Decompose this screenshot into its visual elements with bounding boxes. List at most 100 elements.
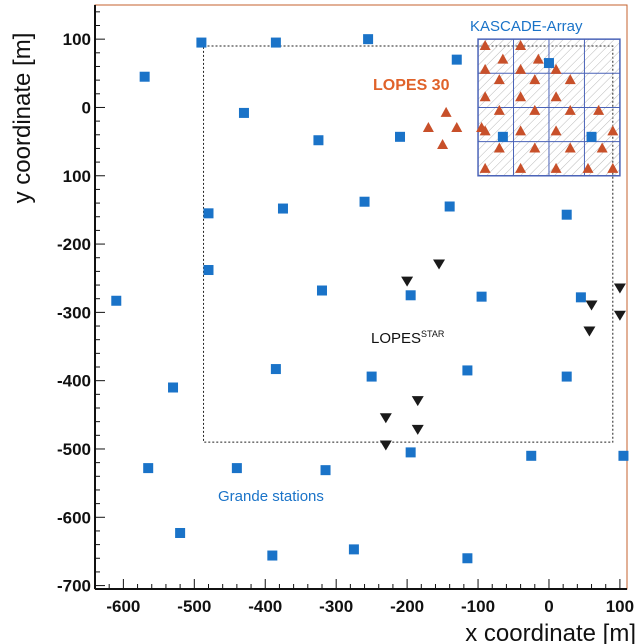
y-tick-label: -400 bbox=[57, 372, 91, 391]
x-tick-label: -600 bbox=[106, 597, 140, 616]
lopes-star-antenna-marker bbox=[379, 413, 392, 424]
lopes30-antenna-marker bbox=[515, 91, 527, 102]
lopes30-antenna-marker bbox=[451, 121, 463, 132]
grande-stations-label: Grande stations bbox=[218, 488, 324, 505]
grande-station-marker bbox=[270, 37, 281, 48]
x-tick-label: -500 bbox=[177, 597, 211, 616]
grande-station-marker bbox=[366, 371, 377, 382]
lopes30-antenna-marker bbox=[479, 125, 491, 136]
lopes-star-antenna-marker bbox=[379, 440, 392, 451]
grande-station-marker bbox=[561, 371, 572, 382]
lopes30-antenna-marker bbox=[479, 63, 491, 74]
lopes30-antenna-marker bbox=[550, 63, 562, 74]
y-tick-label: 100 bbox=[63, 30, 91, 49]
lopes30-antenna-marker bbox=[422, 121, 434, 132]
tick-labels: 100 0 100 -200 -300 -400 -500 -600 -700 -600 -500 -… bbox=[57, 30, 634, 616]
grande-station-marker bbox=[497, 131, 508, 142]
lopes30-antenna-marker bbox=[607, 162, 619, 173]
grande-station-marker bbox=[320, 465, 331, 476]
grande-station-marker bbox=[313, 135, 324, 146]
grande-station-marker bbox=[561, 209, 572, 220]
y-tick-label: 100 bbox=[63, 167, 91, 186]
grande-station-marker bbox=[168, 382, 179, 393]
grande-station-marker bbox=[348, 544, 359, 555]
y-tick-label: -600 bbox=[57, 508, 91, 527]
lopes-star-label-sup: STAR bbox=[421, 329, 445, 339]
grande-station-marker bbox=[444, 201, 455, 212]
lopes-star-antenna-marker bbox=[583, 326, 596, 337]
lopes30-antenna-marker bbox=[515, 39, 527, 50]
lopes30-antenna-marker bbox=[550, 162, 562, 173]
lopes-star-label: LOPESSTAR bbox=[371, 329, 445, 347]
lopes30-antenna-marker bbox=[593, 104, 605, 115]
x-tick-label: 0 bbox=[544, 597, 553, 616]
y-tick-label: -200 bbox=[57, 235, 91, 254]
lopes30-antenna-marker bbox=[550, 125, 562, 136]
grande-station-marker bbox=[462, 365, 473, 376]
x-tick-label: -400 bbox=[248, 597, 282, 616]
lopes30-antenna-marker bbox=[607, 125, 619, 136]
lopes30-antenna-marker bbox=[564, 104, 576, 115]
grande-station-marker bbox=[575, 292, 586, 303]
grande-station-marker bbox=[405, 290, 416, 301]
lopes-star-antenna-marker bbox=[613, 283, 626, 294]
lopes30-antenna-marker bbox=[550, 91, 562, 102]
lopes30-antenna-marker bbox=[497, 53, 509, 64]
grande-station-marker bbox=[359, 196, 370, 207]
x-tick-label: -100 bbox=[461, 597, 495, 616]
lopes30-antenna-marker bbox=[564, 142, 576, 153]
lopes30-antenna-marker bbox=[440, 106, 452, 117]
lopes-star-antenna-marker bbox=[411, 424, 424, 435]
lopes30-antenna-marker bbox=[529, 74, 541, 85]
kascade-array-label: KASCADE-Array bbox=[470, 18, 583, 35]
grande-station-marker bbox=[526, 450, 537, 461]
grande-station-marker bbox=[543, 58, 554, 69]
grande-station-marker bbox=[586, 131, 597, 142]
y-axis-title: y coordinate [m] bbox=[9, 33, 36, 204]
y-tick-label: -500 bbox=[57, 440, 91, 459]
axis-ticks bbox=[95, 11, 621, 589]
grande-station-marker bbox=[476, 291, 487, 302]
grande-station-marker bbox=[618, 450, 629, 461]
lopes30-antenna-marker bbox=[515, 125, 527, 136]
grande-station-marker bbox=[316, 285, 327, 296]
x-tick-label: -300 bbox=[319, 597, 353, 616]
y-tick-label: 0 bbox=[82, 98, 91, 117]
lopes-star-antenna-marker bbox=[401, 276, 414, 287]
grande-station-marker bbox=[270, 364, 281, 375]
grande-station-marker bbox=[462, 553, 473, 564]
grande-station-marker bbox=[139, 71, 150, 82]
lopes30-antenna-marker bbox=[493, 104, 505, 115]
lopes30-antenna-marker bbox=[479, 39, 491, 50]
lopes30-antenna-marker bbox=[437, 139, 449, 150]
grande-station-marker bbox=[395, 131, 406, 142]
lopes30-antenna-marker bbox=[582, 162, 594, 173]
lopes-star-antenna-marker bbox=[613, 310, 626, 321]
grande-station-marker bbox=[196, 37, 207, 48]
grande-station-marker bbox=[203, 208, 214, 219]
lopes-star-antenna-marker bbox=[585, 300, 598, 311]
lopes30-antenna-marker bbox=[515, 162, 527, 173]
grande-station-marker bbox=[203, 265, 214, 276]
lopes-star-area bbox=[203, 45, 614, 443]
lopes30-antenna-marker bbox=[529, 104, 541, 115]
x-tick-label: 100 bbox=[606, 597, 634, 616]
lopes30-antenna-marker bbox=[532, 53, 544, 64]
plot-frame bbox=[94, 4, 628, 590]
grande-station-marker bbox=[277, 203, 288, 214]
lopes30-antenna-marker bbox=[529, 142, 541, 153]
grande-station-marker bbox=[267, 550, 278, 561]
chart-marks bbox=[111, 34, 629, 564]
grande-station-marker bbox=[405, 447, 416, 458]
lopes30-antenna-marker bbox=[493, 142, 505, 153]
lopes30-antenna-marker bbox=[515, 63, 527, 74]
grande-station-marker bbox=[111, 295, 122, 306]
x-tick-label: -200 bbox=[390, 597, 424, 616]
lopes30-label: LOPES 30 bbox=[373, 77, 450, 94]
x-axis-title: x coordinate [m] bbox=[465, 620, 636, 644]
y-tick-label: -300 bbox=[57, 303, 91, 322]
lopes-star-antenna-marker bbox=[433, 259, 446, 270]
lopes-star-antenna-marker bbox=[411, 396, 424, 407]
grande-station-marker bbox=[451, 54, 462, 65]
